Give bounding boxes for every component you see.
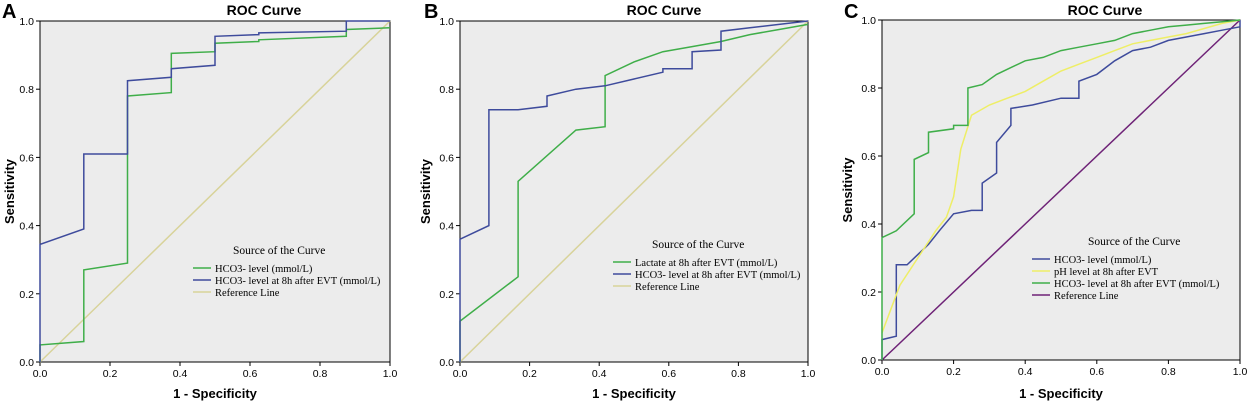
x-tick-label: 0.0 [33,368,48,380]
y-tick-label: 0.8 [861,83,876,95]
legend-entry: Lactate at 8h after EVT (mmol/L) [635,258,778,269]
y-tick-label: 0.8 [439,84,454,96]
series-line-1 [459,20,809,362]
series-line-2 [39,20,391,363]
x-axis-label: 1 - Specificity [592,386,677,401]
panel-letter: B [424,1,438,23]
series-line-2 [881,19,1241,360]
series-line-0 [881,20,1241,360]
legend-title: Source of the Curve [233,245,325,257]
x-axis-label: 1 - Specificity [1019,386,1104,401]
legend: Source of the Curve HCO3- level (mmol/L)p… [1032,236,1220,302]
legend-entry: Reference Line [215,288,280,299]
y-tick-label: 0.4 [861,219,876,231]
y-tick-label: 0.6 [19,152,34,164]
x-tick-label: 1.0 [1233,366,1248,378]
y-tick-label: 0.4 [439,221,454,233]
x-tick-label: 0.8 [731,368,746,380]
legend-entry: HCO3- level (mmol/L) [1054,255,1152,266]
legend-entry: pH level at 8h after EVT [1054,267,1159,278]
x-tick-label: 0.0 [875,366,890,378]
panel-a: A ROC Curve 0.0 0.2 0.4 0.6 0.8 1.0 0.0 0.2 0.4 0.6… [2,1,397,401]
x-tick-label: 0.2 [103,368,118,380]
legend-entry: Reference Line [1054,291,1119,302]
x-tick-label: 1.0 [383,368,398,380]
series-line-2 [459,20,809,363]
panel-letter: A [2,1,16,23]
panel-c: C ROC Curve 0.0 0.2 0.4 0.6 0.8 1.0 0.0 0.2 0.4 0.6… [840,1,1247,401]
y-tick-label: 0.6 [861,151,876,163]
series-line-0 [39,27,391,362]
x-tick-label: 0.8 [313,368,328,380]
x-tick-label: 0.2 [946,366,961,378]
x-tick-label: 0.8 [1161,366,1176,378]
legend-entry: Reference Line [635,282,700,293]
panel-b: B ROC Curve 0.0 0.2 0.4 0.6 0.8 1.0 0.0 0.2 0.4 0.6… [418,1,815,401]
chart-title: ROC Curve [627,2,702,18]
x-axis-label: 1 - Specificity [173,386,258,401]
legend-title: Source of the Curve [1088,236,1180,248]
y-tick-label: 1.0 [439,16,454,28]
chart-title: ROC Curve [1068,2,1143,18]
y-tick-label: 1.0 [861,15,876,27]
x-tick-label: 1.0 [801,368,816,380]
x-tick-label: 0.0 [453,368,468,380]
y-tick-label: 0.4 [19,221,34,233]
legend-entry: HCO3- level at 8h after EVT (mmol/L) [635,270,801,281]
x-tick-label: 0.4 [1018,366,1033,378]
legend-entry: HCO3- level at 8h after EVT (mmol/L) [215,276,381,287]
y-axis-label: Sensitivity [418,158,433,224]
y-tick-label: 0.8 [19,84,34,96]
legend: Source of the Curve Lactate at 8h after E… [613,239,801,293]
y-tick-label: 0.2 [19,289,34,301]
y-tick-label: 0.0 [19,357,34,369]
y-tick-label: 1.0 [19,16,34,28]
y-tick-label: 0.0 [439,357,454,369]
legend-title: Source of the Curve [652,239,744,251]
y-axis-label: Sensitivity [840,157,855,223]
x-tick-label: 0.6 [1089,366,1104,378]
y-tick-label: 0.2 [439,289,454,301]
series-line-3 [881,19,1241,361]
legend-entry: HCO3- level at 8h after EVT (mmol/L) [1054,279,1220,290]
y-tick-label: 0.6 [439,152,454,164]
series-line-1 [39,20,390,362]
y-tick-label: 0.2 [861,287,876,299]
x-tick-label: 0.2 [522,368,537,380]
panel-letter: C [844,1,858,23]
x-tick-label: 0.4 [592,368,607,380]
chart-title: ROC Curve [227,2,302,18]
legend: Source of the Curve HCO3- level (mmol/L)H… [193,245,381,299]
x-tick-label: 0.6 [243,368,258,380]
legend-entry: HCO3- level (mmol/L) [215,264,313,275]
series-line-0 [459,23,809,362]
y-tick-label: 0.0 [861,355,876,367]
y-axis-label: Sensitivity [2,158,17,224]
x-tick-label: 0.6 [661,368,676,380]
series-line-1 [881,19,1241,334]
x-tick-label: 0.4 [173,368,188,380]
